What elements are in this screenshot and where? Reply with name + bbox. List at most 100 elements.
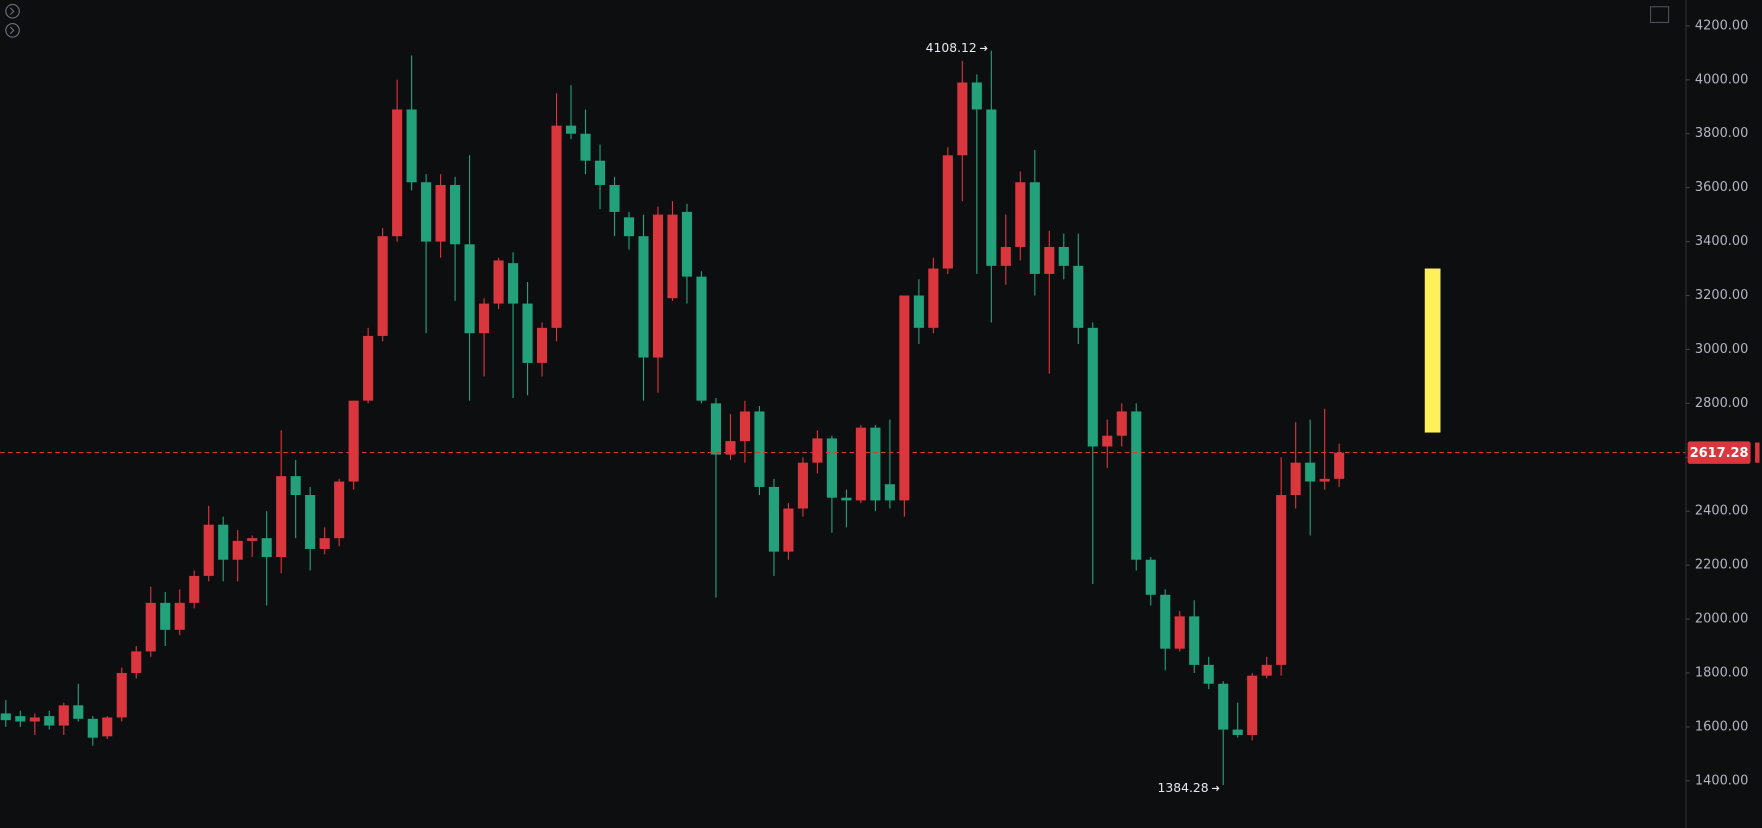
candle-body bbox=[1102, 435, 1113, 447]
candle-body bbox=[87, 718, 98, 738]
candle-body bbox=[450, 184, 461, 245]
y-tick-label: 2200.00 bbox=[1695, 558, 1748, 573]
y-tick-label: 2400.00 bbox=[1695, 504, 1748, 519]
collapse-icons[interactable] bbox=[5, 3, 20, 38]
high-label: 4108.12 bbox=[926, 41, 977, 55]
price-tag bbox=[1687, 441, 1751, 464]
candle-body bbox=[15, 716, 26, 722]
icon bbox=[9, 7, 15, 16]
candle-body bbox=[218, 524, 229, 560]
y-tick-label: 3000.00 bbox=[1695, 342, 1748, 357]
candle-body bbox=[536, 327, 548, 363]
candle-body bbox=[435, 184, 446, 242]
candle-body bbox=[493, 260, 504, 304]
candle-body bbox=[768, 486, 779, 552]
candle-body bbox=[1073, 265, 1084, 328]
candle-body bbox=[1334, 452, 1345, 479]
candle-body bbox=[884, 484, 895, 501]
candle-body bbox=[522, 303, 533, 363]
candle-body bbox=[725, 441, 736, 455]
candle-body bbox=[1174, 616, 1185, 649]
candle-body bbox=[406, 109, 417, 183]
low-label: 1384.28 bbox=[1158, 781, 1209, 795]
candle-body bbox=[29, 717, 40, 722]
candle-body bbox=[44, 716, 55, 726]
candle-body bbox=[710, 403, 722, 455]
candle-body bbox=[1247, 675, 1258, 735]
y-tick-label: 1600.00 bbox=[1695, 719, 1748, 734]
y-tick-label: 2800.00 bbox=[1695, 396, 1748, 411]
candle-body bbox=[1290, 462, 1301, 496]
candle-body bbox=[696, 276, 707, 401]
candle-body bbox=[623, 217, 635, 237]
candle-body bbox=[276, 476, 287, 558]
candle-body bbox=[754, 411, 765, 487]
y-tick-label: 4000.00 bbox=[1695, 72, 1748, 87]
candle-body bbox=[421, 182, 432, 242]
candle-body bbox=[174, 602, 185, 630]
candle-body bbox=[1261, 664, 1272, 676]
candle-body bbox=[580, 133, 591, 161]
candle-body bbox=[1276, 495, 1287, 665]
candle-body bbox=[58, 705, 69, 726]
candle-body bbox=[812, 438, 823, 463]
candle-body bbox=[594, 160, 606, 185]
candle-body bbox=[319, 538, 330, 549]
fullscreen-button[interactable] bbox=[1650, 6, 1670, 24]
candle-body bbox=[145, 602, 156, 652]
label-arrow bbox=[1211, 785, 1220, 792]
candle-body bbox=[392, 109, 403, 237]
candle-body bbox=[334, 481, 345, 539]
candle-body bbox=[116, 672, 127, 718]
candle-body bbox=[565, 125, 577, 134]
candle-body bbox=[508, 263, 519, 304]
candle-body bbox=[957, 82, 968, 156]
candle-body bbox=[348, 400, 359, 482]
candle-body bbox=[377, 236, 388, 336]
candle-body bbox=[928, 268, 939, 328]
candle-body bbox=[290, 476, 301, 496]
candle-body bbox=[551, 125, 562, 328]
candle-body bbox=[1029, 182, 1040, 274]
y-tick-label: 4200.00 bbox=[1695, 18, 1748, 33]
y-tick-label: 1400.00 bbox=[1695, 773, 1748, 788]
candle-body bbox=[971, 82, 982, 110]
y-tick-label: 2000.00 bbox=[1695, 612, 1748, 627]
candle-body bbox=[102, 717, 113, 737]
candle-body bbox=[638, 236, 649, 358]
candle-body bbox=[797, 462, 808, 509]
candle-body bbox=[1232, 729, 1243, 735]
candle-body bbox=[73, 705, 84, 719]
candle-body bbox=[826, 438, 837, 498]
candle-body bbox=[1116, 411, 1127, 436]
candle-body bbox=[1203, 664, 1214, 684]
candle-body bbox=[667, 214, 678, 299]
y-tick-label: 3400.00 bbox=[1695, 234, 1748, 249]
candle-body bbox=[203, 524, 214, 576]
candle-body bbox=[1087, 327, 1098, 447]
candle-body bbox=[1319, 478, 1330, 482]
candle-body bbox=[1305, 462, 1316, 482]
icon[interactable] bbox=[5, 3, 20, 19]
highlight-box bbox=[1424, 268, 1441, 433]
y-tick-label: 3800.00 bbox=[1695, 126, 1748, 141]
candle-body bbox=[855, 427, 866, 501]
candle-body bbox=[1145, 559, 1156, 595]
candle-body bbox=[131, 651, 142, 673]
candle-body bbox=[305, 495, 316, 549]
candle-body bbox=[986, 109, 997, 266]
candle-body bbox=[913, 295, 924, 328]
candle-body bbox=[1131, 411, 1142, 560]
candle-body bbox=[1160, 594, 1171, 649]
candle-body bbox=[464, 244, 475, 334]
candle-body bbox=[681, 211, 693, 277]
candle-body bbox=[189, 575, 200, 603]
candle-body bbox=[479, 303, 490, 334]
icon[interactable] bbox=[5, 23, 20, 38]
candle-body bbox=[841, 497, 852, 501]
candle-body bbox=[1000, 246, 1011, 266]
y-tick-label: 3200.00 bbox=[1695, 288, 1748, 303]
